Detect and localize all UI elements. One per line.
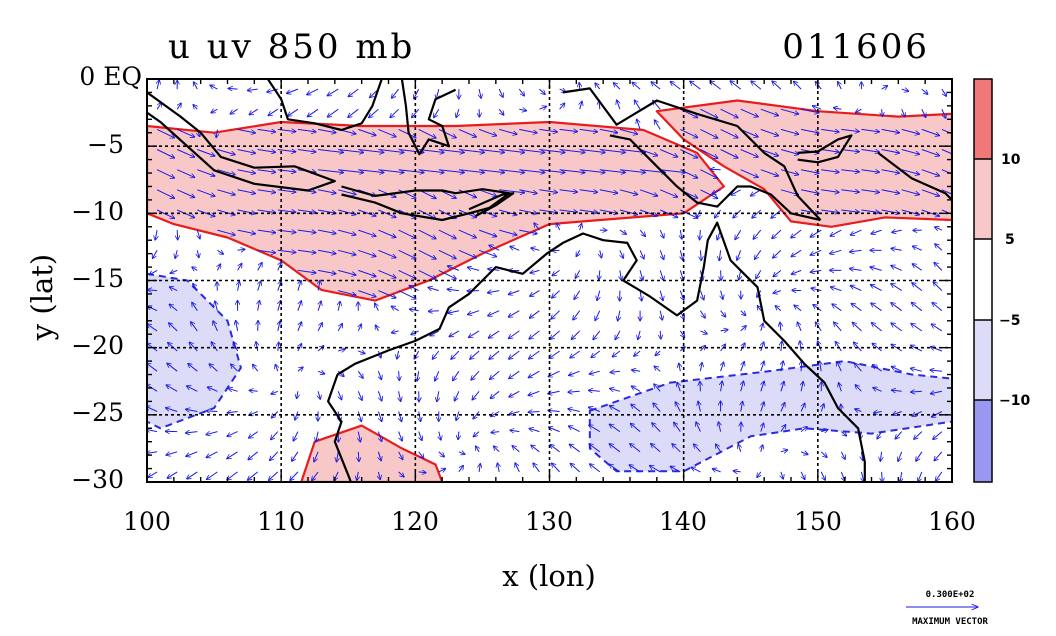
colorbar-tick-2: −5 bbox=[999, 313, 1020, 329]
chart-date: 011606 bbox=[782, 27, 930, 67]
wind-vector bbox=[528, 412, 539, 413]
reference-vector: 0.300E+02 MAXIMUM VECTOR bbox=[906, 590, 989, 627]
wind-vector bbox=[710, 169, 720, 170]
colorbar-bin-2 bbox=[974, 239, 992, 320]
colorbar-tick-1: 5 bbox=[1005, 232, 1015, 248]
colorbar-bin-3 bbox=[974, 320, 992, 400]
chart-title: u uv 850 mb bbox=[168, 27, 415, 67]
wind-vector bbox=[217, 282, 218, 291]
y-tick-label-2: −10 bbox=[71, 197, 124, 226]
y-tick-label-4: −20 bbox=[71, 331, 124, 360]
colorbar-tick-3: −10 bbox=[999, 393, 1030, 409]
x-tick-label-1: 110 bbox=[257, 507, 305, 536]
x-tick-label-5: 150 bbox=[794, 507, 842, 536]
x-tick-label-3: 130 bbox=[525, 507, 573, 536]
y-axis-label: y (lat) bbox=[25, 254, 59, 341]
wind-vector bbox=[721, 270, 722, 280]
wind-vector bbox=[660, 331, 661, 339]
reference-vector-magnitude: 0.300E+02 bbox=[926, 590, 975, 600]
x-tick-label-6: 160 bbox=[928, 507, 976, 536]
x-tick-label-0: 100 bbox=[123, 507, 171, 536]
wind-vector bbox=[177, 230, 178, 240]
colorbar-bin-0 bbox=[974, 79, 992, 159]
wind-vector bbox=[700, 381, 701, 391]
y-tick-label-0: 0 EQ bbox=[79, 62, 142, 91]
colorbar-bin-1 bbox=[974, 159, 992, 239]
wind-vector bbox=[358, 452, 359, 462]
reference-vector-caption: MAXIMUM VECTOR bbox=[912, 617, 988, 627]
wind-vector bbox=[228, 88, 237, 89]
wind-vector bbox=[882, 472, 883, 482]
x-tick-label-2: 120 bbox=[391, 507, 439, 536]
wind-vector bbox=[428, 311, 439, 312]
y-tick-label-5: −25 bbox=[71, 398, 124, 427]
colorbar-bin-4 bbox=[974, 400, 992, 482]
wind-vector bbox=[579, 83, 580, 90]
wind-vector bbox=[206, 411, 217, 412]
y-tick-label-6: −30 bbox=[71, 465, 124, 494]
colorbar: 10 5 −5 −10 bbox=[974, 79, 1030, 482]
x-tick-label-4: 140 bbox=[659, 507, 707, 536]
x-axis-label: x (lon) bbox=[502, 559, 596, 593]
colorbar-tick-0: 10 bbox=[1001, 152, 1021, 168]
y-tick-label-3: −15 bbox=[71, 264, 124, 293]
y-tick-label-1: −5 bbox=[87, 130, 124, 159]
